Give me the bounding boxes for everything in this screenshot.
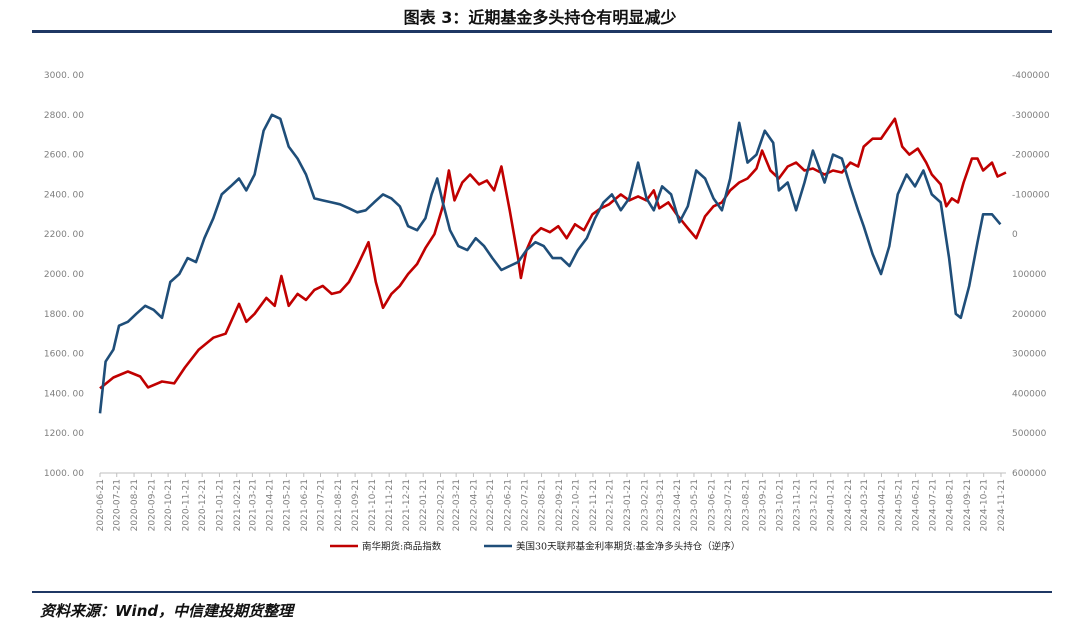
left-tick-label: 2800. 00	[44, 111, 84, 121]
chart-title: 图表 3：近期基金多头持仓有明显减少	[403, 8, 677, 27]
x-tick-label: 2024-05-21	[894, 479, 904, 531]
x-tick-label: 2024-06-21	[912, 479, 922, 531]
left-tick-label: 3000. 00	[44, 71, 84, 81]
left-tick-label: 1000. 00	[44, 469, 84, 479]
legend: 南华期货:商品指数 美国30天联邦基金利率期货:基金净多头持仓（逆序）	[330, 541, 740, 553]
nanhua-index-line	[99, 117, 1007, 390]
x-tick-label: 2021-06-21	[300, 479, 310, 531]
right-tick-label: 600000	[1012, 469, 1047, 479]
x-tick-label: 2022-08-21	[538, 479, 548, 531]
x-axis-ticks: 2020-06-21 2020-07-21 2020-08-21 2020-09-21…	[96, 473, 1007, 531]
x-tick-label: 2022-02-21	[437, 479, 447, 531]
x-tick-label: 2021-02-21	[233, 479, 243, 531]
x-tick-label: 2021-05-21	[282, 479, 292, 531]
x-tick-label: 2022-07-21	[520, 479, 530, 531]
left-axis-ticks: 1000. 00 1200. 00 1400. 00 1600. 00 1800. 00…	[44, 71, 84, 479]
legend-label: 南华期货:商品指数	[362, 541, 442, 553]
x-tick-label: 2022-12-21	[606, 479, 616, 531]
x-tick-label: 2022-09-21	[555, 479, 565, 531]
x-tick-label: 2020-08-21	[130, 479, 140, 531]
x-tick-label: 2020-09-21	[147, 479, 157, 531]
x-tick-label: 2021-07-21	[316, 479, 326, 531]
x-tick-label: 2024-10-21	[980, 479, 990, 531]
top-rule	[32, 30, 1052, 33]
x-tick-label: 2023-08-21	[741, 479, 751, 531]
x-tick-label: 2024-02-21	[844, 479, 854, 531]
x-tick-label: 2023-01-21	[623, 479, 633, 531]
x-tick-label: 2020-12-21	[198, 479, 208, 531]
x-tick-label: 2021-11-21	[385, 479, 395, 531]
x-tick-label: 2023-02-21	[640, 479, 650, 531]
x-tick-label: 2021-12-21	[402, 479, 412, 531]
left-tick-label: 1800. 00	[44, 310, 84, 320]
left-tick-label: 1200. 00	[44, 429, 84, 439]
source-note: 资料来源：Wind，中信建投期货整理	[40, 602, 294, 620]
x-tick-label: 2024-04-21	[878, 479, 888, 531]
right-tick-label: 400000	[1012, 389, 1047, 399]
right-tick-label: 100000	[1012, 270, 1047, 280]
fed-funds-net-long-line	[98, 113, 1002, 414]
x-tick-label: 2023-04-21	[673, 479, 683, 531]
right-tick-label: 0	[1012, 230, 1018, 240]
line-chart: 1000. 00 1200. 00 1400. 00 1600. 00 1800. 00…	[44, 71, 1050, 553]
x-tick-label: 2024-01-21	[827, 479, 837, 531]
bottom-rule	[32, 591, 1052, 593]
x-tick-label: 2022-03-21	[452, 479, 462, 531]
x-tick-label: 2023-12-21	[809, 479, 819, 531]
left-tick-label: 2000. 00	[44, 270, 84, 280]
x-tick-label: 2023-10-21	[775, 479, 785, 531]
x-tick-label: 2021-04-21	[266, 479, 276, 531]
x-tick-label: 2022-05-21	[486, 479, 496, 531]
x-tick-label: 2020-07-21	[113, 479, 123, 531]
right-tick-label: -400000	[1012, 71, 1050, 81]
x-tick-label: 2020-06-21	[96, 479, 106, 531]
right-tick-label: -300000	[1012, 111, 1050, 121]
x-tick-label: 2020-10-21	[164, 479, 174, 531]
left-tick-label: 1400. 00	[44, 389, 84, 399]
x-tick-label: 2023-05-21	[690, 479, 700, 531]
x-tick-label: 2020-11-21	[181, 479, 191, 531]
right-tick-label: 200000	[1012, 310, 1047, 320]
x-tick-label: 2021-09-21	[351, 479, 361, 531]
right-axis-ticks: 600000 500000 400000 300000 200000 100000 0 -10…	[1012, 71, 1050, 479]
x-tick-label: 2021-10-21	[368, 479, 378, 531]
x-tick-label: 2022-01-21	[419, 479, 429, 531]
x-tick-label: 2022-04-21	[469, 479, 479, 531]
x-tick-label: 2021-03-21	[248, 479, 258, 531]
right-tick-label: 500000	[1012, 429, 1047, 439]
x-tick-label: 2022-06-21	[504, 479, 514, 531]
x-tick-label: 2024-07-21	[928, 479, 938, 531]
x-tick-label: 2021-01-21	[215, 479, 225, 531]
series-layer	[98, 113, 1007, 414]
x-tick-label: 2024-11-21	[997, 479, 1007, 531]
x-tick-label: 2023-09-21	[759, 479, 769, 531]
x-tick-label: 2021-08-21	[334, 479, 344, 531]
left-tick-label: 1600. 00	[44, 350, 84, 360]
x-tick-label: 2024-09-21	[963, 479, 973, 531]
left-tick-label: 2600. 00	[44, 151, 84, 161]
right-tick-label: -200000	[1012, 151, 1050, 161]
x-tick-label: 2022-11-21	[589, 479, 599, 531]
right-tick-label: -100000	[1012, 190, 1050, 200]
x-tick-label: 2023-06-21	[707, 479, 717, 531]
x-tick-label: 2023-11-21	[793, 479, 803, 531]
x-tick-label: 2022-10-21	[572, 479, 582, 531]
right-tick-label: 300000	[1012, 350, 1047, 360]
x-tick-label: 2023-07-21	[724, 479, 734, 531]
left-tick-label: 2200. 00	[44, 230, 84, 240]
x-tick-label: 2023-03-21	[656, 479, 666, 531]
x-tick-label: 2024-08-21	[946, 479, 956, 531]
left-tick-label: 2400. 00	[44, 190, 84, 200]
x-tick-label: 2024-03-21	[860, 479, 870, 531]
legend-label: 美国30天联邦基金利率期货:基金净多头持仓（逆序）	[516, 541, 740, 553]
